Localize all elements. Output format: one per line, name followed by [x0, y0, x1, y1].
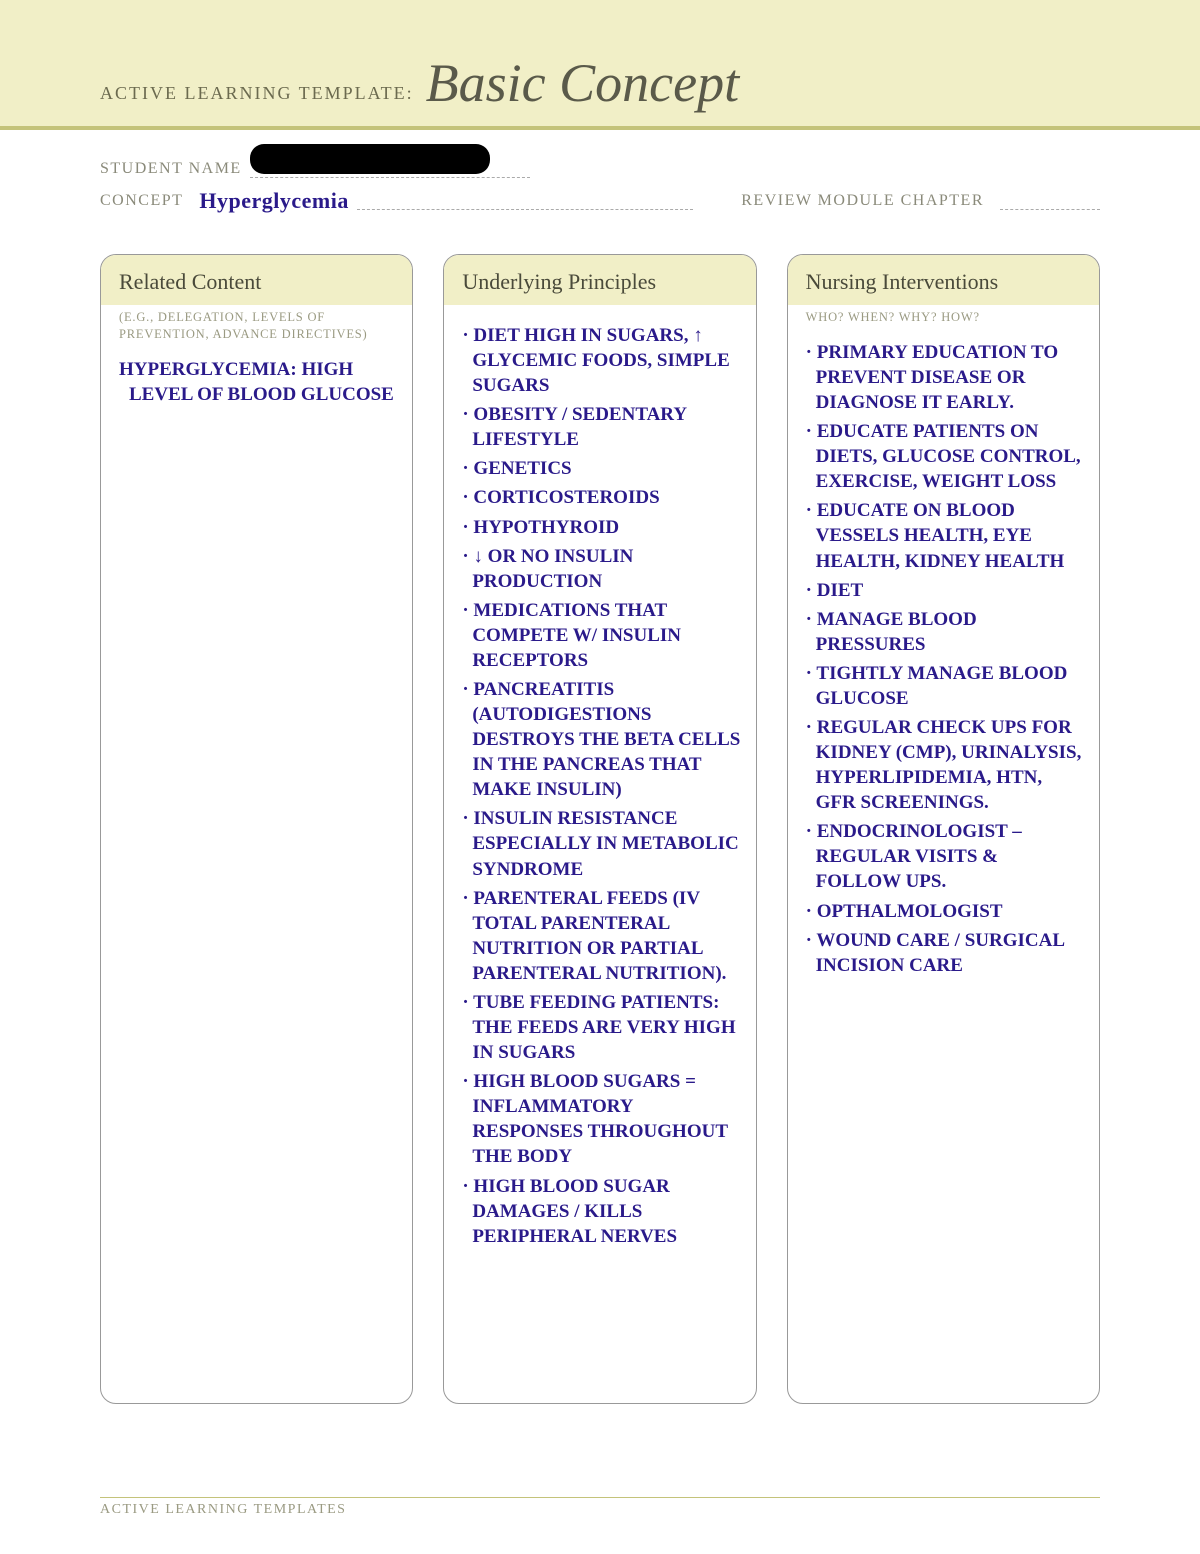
list-item: · Pancreatitis (autodigestions destroys …	[458, 677, 741, 802]
header-banner: ACTIVE LEARNING TEMPLATE: Basic Concept	[0, 0, 1200, 130]
list-item: · Medications that compete w/ insulin re…	[458, 598, 741, 673]
list-item: · Wound care / surgical incision care	[802, 928, 1085, 978]
list-item: · High blood sugar damages / kills perip…	[458, 1174, 741, 1249]
card-subtitle: WHO? WHEN? WHY? HOW?	[788, 305, 1099, 334]
list-item: · Educate on blood vessels health, eye h…	[802, 498, 1085, 573]
concept-label: CONCEPT	[100, 192, 183, 210]
list-item: · Genetics	[458, 456, 741, 481]
card-related-content: Related Content (E.G., DELEGATION, LEVEL…	[100, 254, 413, 1404]
review-label: REVIEW MODULE CHAPTER	[741, 192, 984, 210]
list-item: · Primary education to prevent disease o…	[802, 340, 1085, 415]
card-underlying-principles: Underlying Principles · Diet high in sug…	[443, 254, 756, 1404]
card-body-2: · Primary education to prevent disease o…	[788, 334, 1099, 996]
review-line	[1000, 192, 1100, 210]
card-subtitle: (E.G., DELEGATION, LEVELS OF PREVENTION,…	[101, 305, 412, 351]
card-title: Related Content	[101, 255, 412, 305]
student-line	[250, 160, 530, 178]
card-subtitle	[444, 305, 755, 317]
concept-line	[357, 192, 693, 210]
concept-row: CONCEPT Hyperglycemia REVIEW MODULE CHAP…	[100, 188, 1100, 214]
list-item: · Manage blood pressures	[802, 607, 1085, 657]
banner-label: ACTIVE LEARNING TEMPLATE:	[100, 83, 414, 114]
list-item: · Obesity / sedentary lifestyle	[458, 402, 741, 452]
student-row: STUDENT NAME	[100, 160, 1100, 178]
list-item: · Tightly manage blood glucose	[802, 661, 1085, 711]
list-item: · Parenteral feeds (IV total parenteral …	[458, 886, 741, 986]
list-item: · Tube feeding patients: the feeds are v…	[458, 990, 741, 1065]
list-item: · Diet	[802, 578, 1085, 603]
list-item: · Educate patients on diets, glucose con…	[802, 419, 1085, 494]
list-item: · Corticosteroids	[458, 485, 741, 510]
concept-value: Hyperglycemia	[199, 188, 348, 214]
list-item: · Endocrinologist – regular visits & fol…	[802, 819, 1085, 894]
list-item: · Hypothyroid	[458, 515, 741, 540]
footer-text: ACTIVE LEARNING TEMPLATES	[100, 1497, 1100, 1518]
card-nursing-interventions: Nursing Interventions WHO? WHEN? WHY? HO…	[787, 254, 1100, 1404]
card-body-1: · Diet high in sugars, ↑ glycemic foods,…	[444, 317, 755, 1267]
columns-container: Related Content (E.G., DELEGATION, LEVEL…	[0, 224, 1200, 1424]
list-item: · Diet high in sugars, ↑ glycemic foods,…	[458, 323, 741, 398]
student-redaction	[250, 144, 490, 174]
list-item: · ↓ or no insulin production	[458, 544, 741, 594]
card-title: Nursing Interventions	[788, 255, 1099, 305]
student-label: STUDENT NAME	[100, 160, 242, 178]
list-item: · Opthalmologist	[802, 899, 1085, 924]
banner-title: Basic Concept	[426, 52, 739, 114]
meta-block: STUDENT NAME CONCEPT Hyperglycemia REVIE…	[0, 130, 1200, 224]
list-item: Hyperglycemia: high level of blood gluco…	[115, 357, 398, 407]
list-item: · Regular check ups for kidney (CMP), ur…	[802, 715, 1085, 815]
card-title: Underlying Principles	[444, 255, 755, 305]
list-item: · High blood sugars = inflammatory respo…	[458, 1069, 741, 1169]
card-body-0: Hyperglycemia: high level of blood gluco…	[101, 351, 412, 425]
list-item: · Insulin resistance especially in metab…	[458, 806, 741, 881]
